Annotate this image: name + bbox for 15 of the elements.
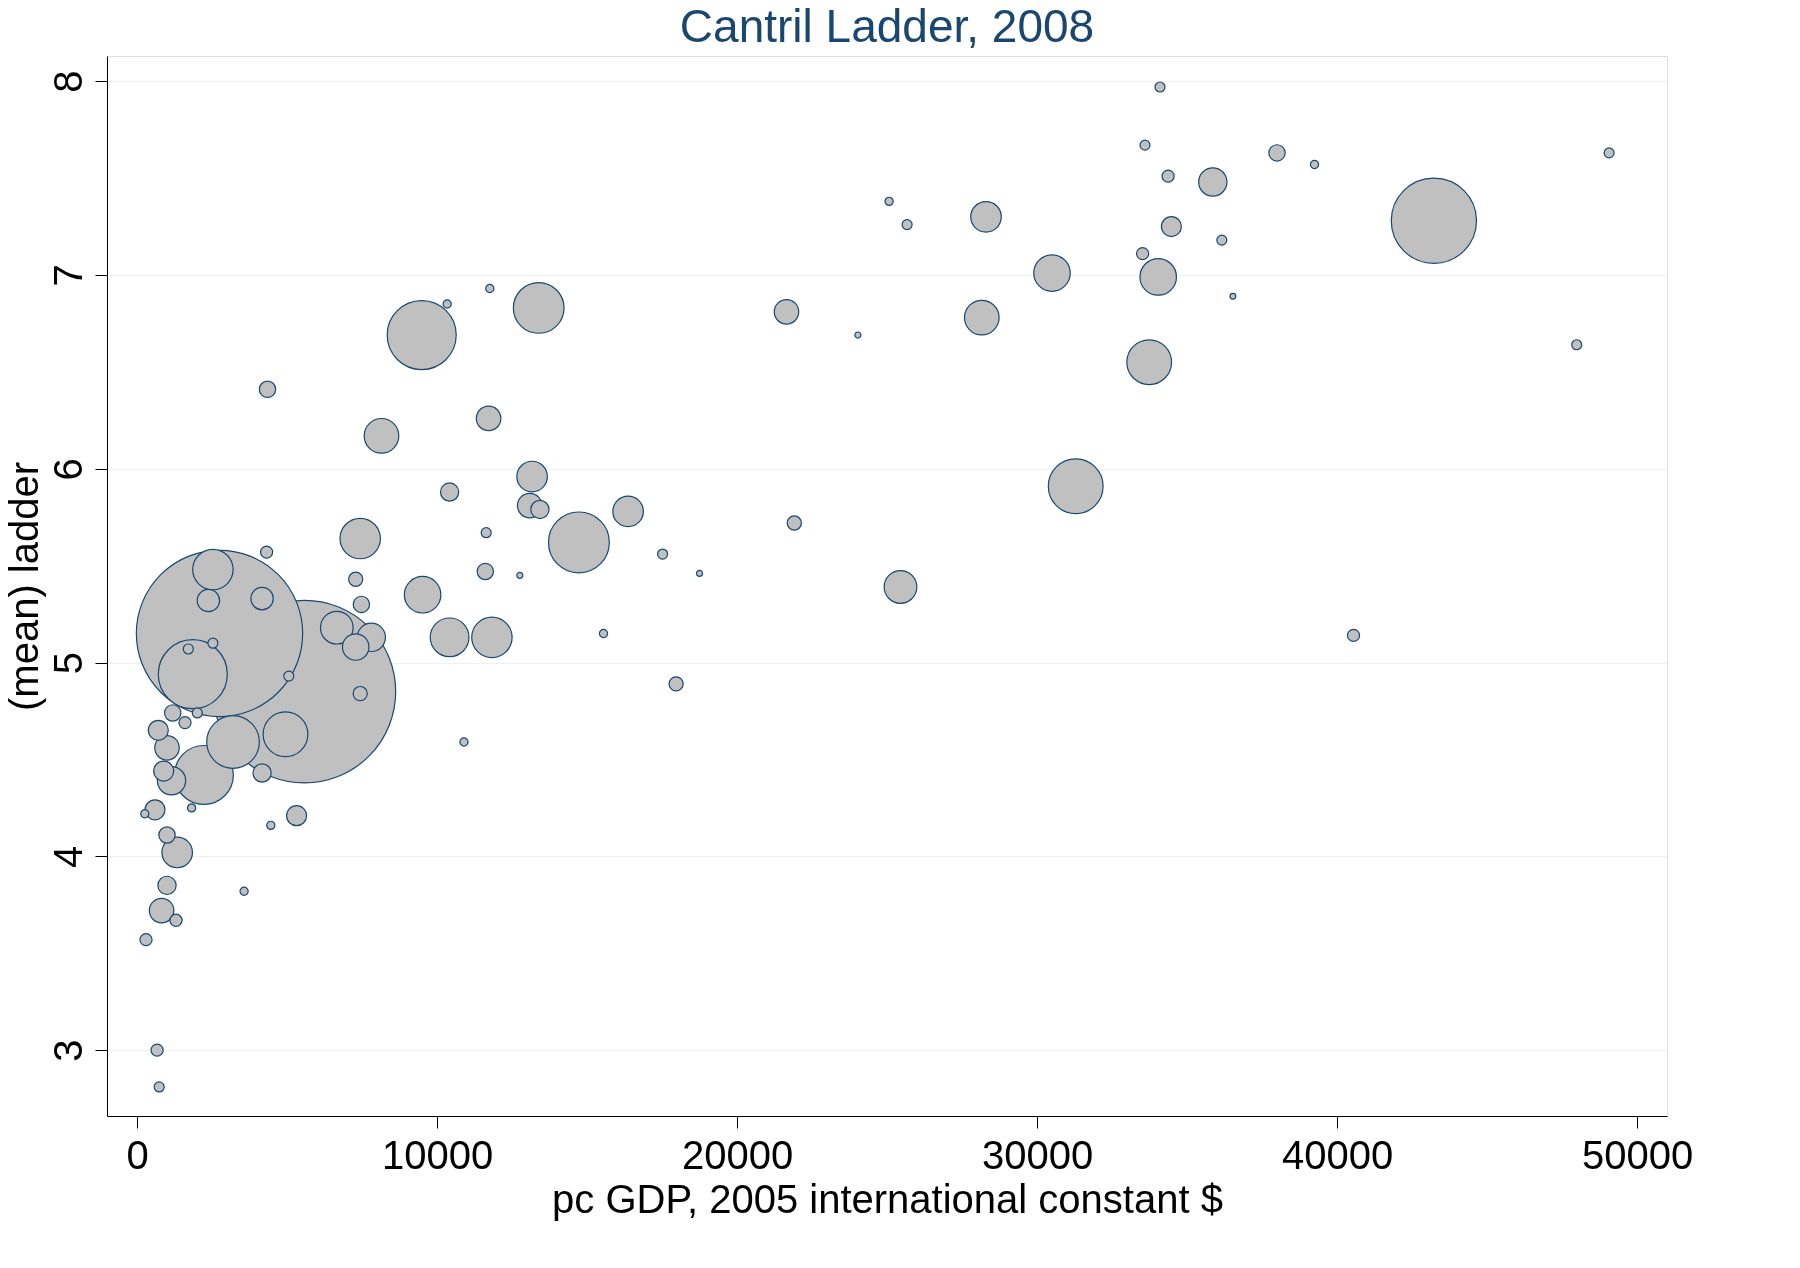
x-axis-title: pc GDP, 2005 international constant $: [552, 1176, 1223, 1221]
x-tick-label: 20000: [681, 1132, 794, 1177]
y-tick-label: 8: [45, 70, 90, 93]
y-tick-label: 6: [45, 458, 90, 481]
y-axis-title: (mean) ladder: [1, 461, 46, 712]
chart-title: Cantril Ladder, 2008: [679, 0, 1095, 52]
x-tick-label: 10000: [381, 1132, 494, 1177]
x-tick-label: 50000: [1581, 1132, 1694, 1177]
x-tick-label: 0: [126, 1132, 149, 1177]
y-tick-label: 3: [45, 1039, 90, 1062]
x-tick-label: 40000: [1281, 1132, 1394, 1177]
y-tick-label: 4: [45, 845, 90, 868]
x-tick-label: 30000: [981, 1132, 1094, 1177]
y-tick-label: 5: [45, 651, 90, 675]
y-tick-label: 7: [45, 264, 90, 287]
